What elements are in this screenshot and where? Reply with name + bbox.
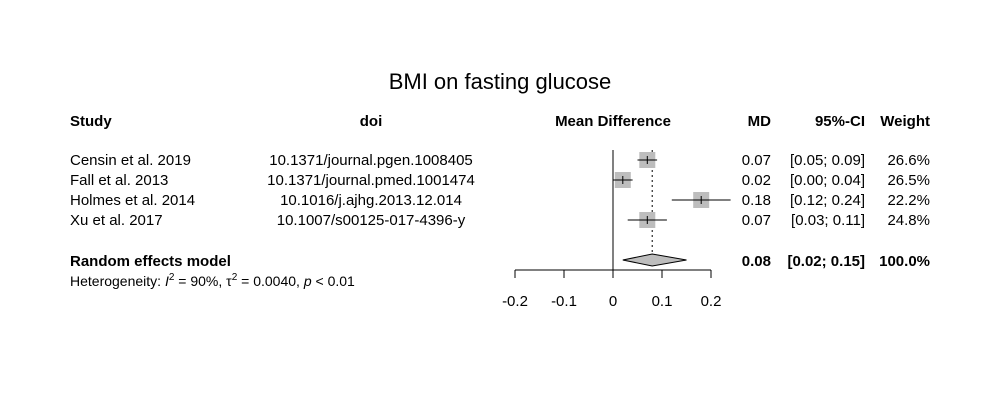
header-study: Study — [70, 113, 112, 130]
pooled-diamond — [622, 253, 687, 267]
study-md: 0.18 — [742, 192, 771, 209]
pooled-weight: 100.0% — [879, 253, 930, 270]
pooled-label: Random effects model — [70, 253, 231, 270]
study-label: Holmes et al. 2014 — [70, 192, 195, 209]
study-rows: Censin et al. 2019 10.1371/journal.pgen.1… — [70, 152, 930, 229]
x-tick-label: 0.2 — [701, 293, 722, 310]
study-ci: [0.12; 0.24] — [790, 192, 865, 209]
heterogeneity-text: Heterogeneity: I2 = 90%, τ2 = 0.0040, p … — [70, 272, 355, 289]
x-tick-label: -0.1 — [551, 293, 577, 310]
study-doi: 10.1016/j.ajhg.2013.12.014 — [280, 192, 462, 209]
header-weight: Weight — [880, 113, 930, 130]
study-weight: 26.5% — [887, 172, 930, 189]
x-tick-label: 0.1 — [652, 293, 673, 310]
study-weight: 26.6% — [887, 152, 930, 169]
chart-title: BMI on fasting glucose — [389, 69, 612, 94]
pooled-ci: [0.02; 0.15] — [787, 253, 865, 270]
plot-area: -0.2 -0.1 0 0.1 0.2 — [502, 150, 731, 310]
study-doi: 10.1371/journal.pmed.1001474 — [267, 172, 475, 189]
study-ci: [0.03; 0.11] — [791, 212, 865, 229]
study-ci: [0.05; 0.09] — [790, 152, 865, 169]
study-md: 0.07 — [742, 152, 771, 169]
study-md: 0.02 — [742, 172, 771, 189]
study-doi: 10.1007/s00125-017-4396-y — [277, 212, 466, 229]
study-label: Censin et al. 2019 — [70, 152, 191, 169]
study-ci: [0.00; 0.04] — [790, 172, 865, 189]
study-doi: 10.1371/journal.pgen.1008405 — [269, 152, 473, 169]
header-mean-difference: Mean Difference — [555, 113, 671, 130]
study-weight: 24.8% — [887, 212, 930, 229]
x-tick-label: 0 — [609, 293, 617, 310]
pooled-md: 0.08 — [742, 253, 771, 270]
header-ci: 95%-CI — [815, 113, 865, 130]
study-md: 0.07 — [742, 212, 771, 229]
x-tick-label: -0.2 — [502, 293, 528, 310]
study-label: Xu et al. 2017 — [70, 212, 163, 229]
study-label: Fall et al. 2013 — [70, 172, 168, 189]
header-md: MD — [748, 113, 771, 130]
study-weight: 22.2% — [887, 192, 930, 209]
header-doi: doi — [360, 113, 383, 130]
